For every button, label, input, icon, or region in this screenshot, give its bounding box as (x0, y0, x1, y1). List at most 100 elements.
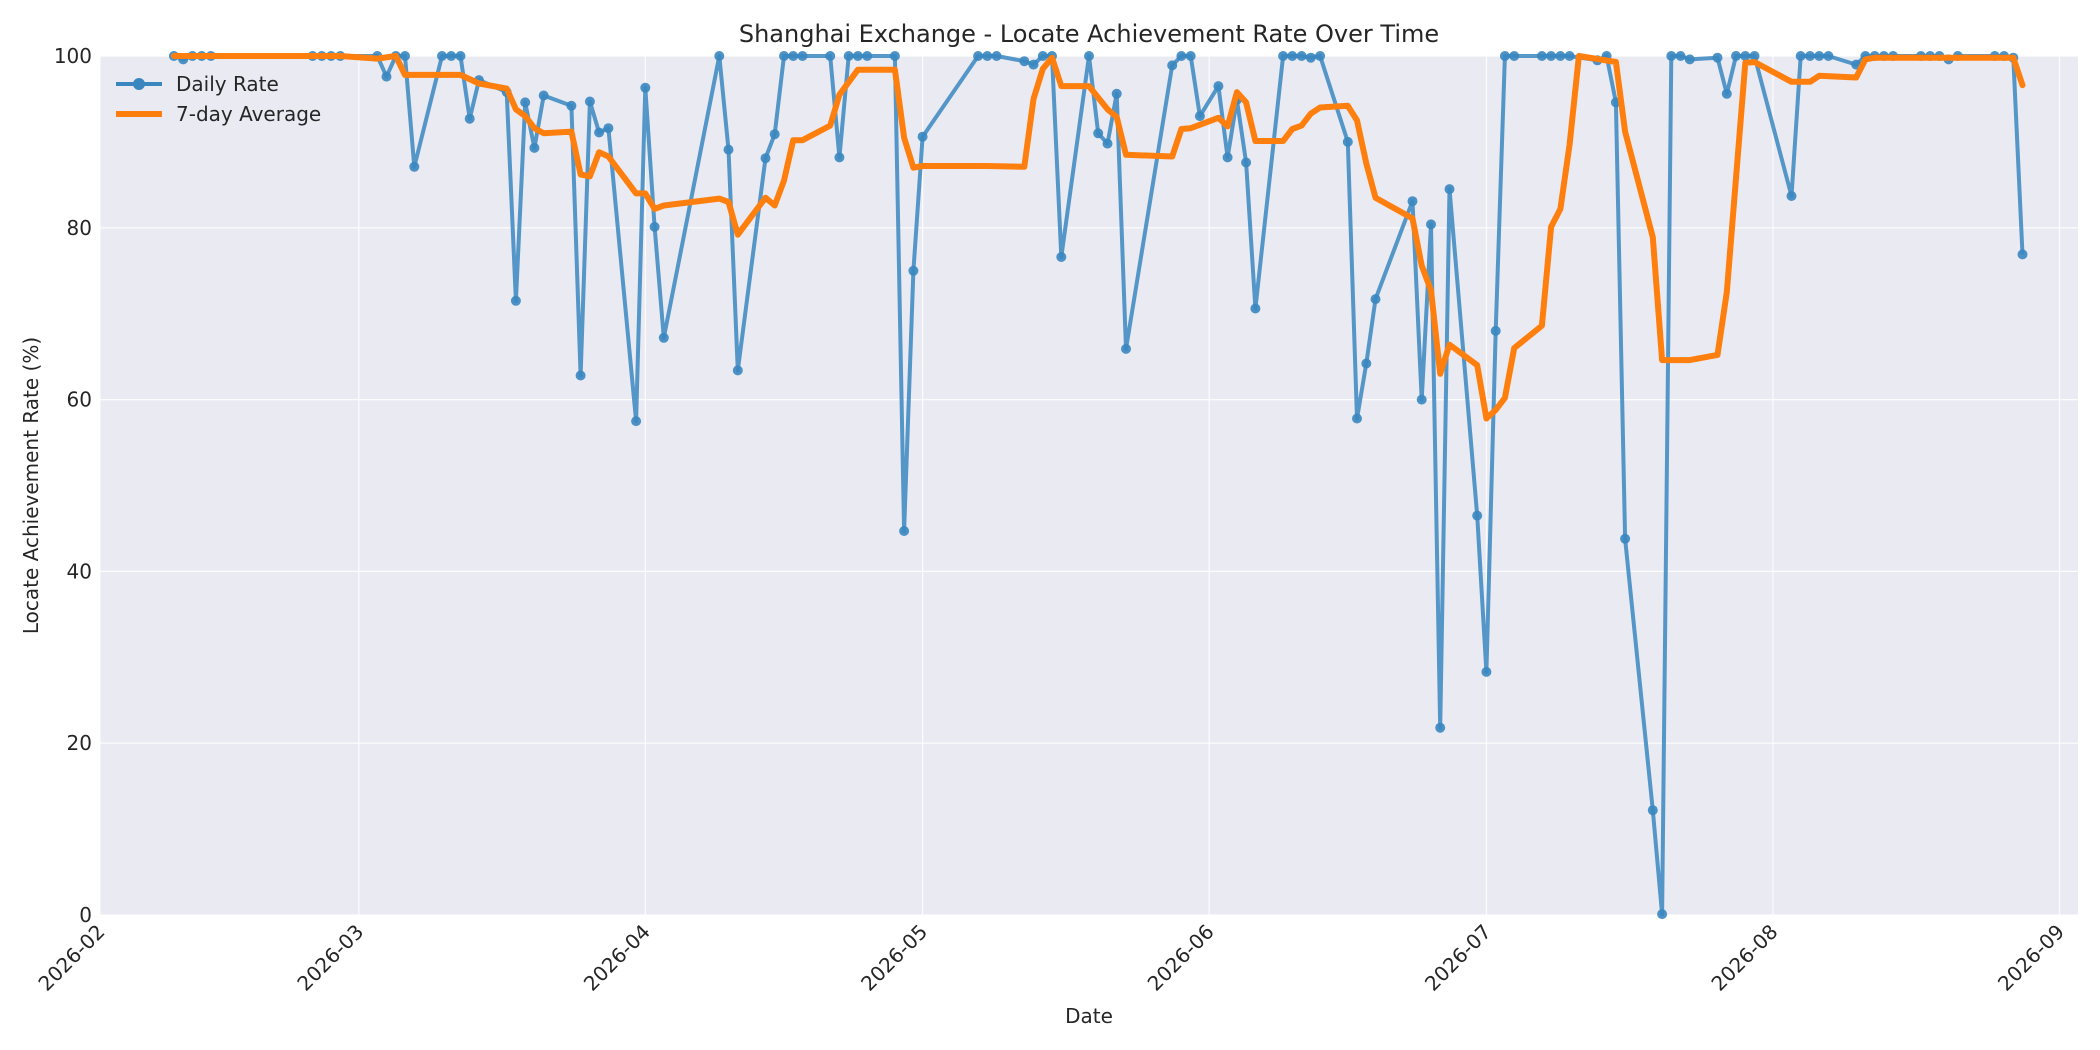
legend-label: 7-day Average (176, 102, 321, 126)
legend-marker (133, 78, 145, 90)
series-layer (168, 51, 2028, 920)
daily-rate-point (1194, 111, 1205, 122)
daily-rate-point (1426, 219, 1436, 230)
daily-rate-point (769, 129, 780, 140)
daily-rate-point (1786, 191, 1797, 201)
daily-rate-point (1620, 533, 1631, 544)
daily-rate-point (1657, 909, 1668, 920)
daily-rate-point (1795, 51, 1806, 61)
daily-rate-point (1111, 88, 1122, 99)
y-axis-ticks: 0 20 40 60 80 100 (54, 44, 92, 927)
daily-rate-point (649, 221, 660, 232)
daily-rate-point (1370, 294, 1381, 305)
daily-rate-point (825, 51, 836, 61)
daily-rate-point (797, 51, 808, 61)
daily-rate-point (760, 153, 771, 164)
daily-rate-point (732, 365, 743, 376)
series-seven-day-average (170, 53, 2026, 422)
daily-rate-point (1647, 805, 1658, 816)
daily-rate-point (917, 131, 928, 142)
daily-rate-point (1546, 51, 1557, 61)
daily-rate-point (1056, 252, 1067, 262)
daily-rate-point (908, 265, 919, 276)
daily-rate-point (1315, 51, 1326, 61)
daily-rate-point (1416, 394, 1427, 405)
daily-rate-point (1213, 81, 1224, 92)
daily-rate-point (1352, 413, 1362, 424)
daily-rate-point (1222, 152, 1233, 163)
legend-item: Daily Rate (116, 72, 279, 96)
daily-rate-point (1028, 59, 1039, 70)
daily-rate-point (1499, 51, 1510, 61)
daily-rate-point (1287, 51, 1298, 61)
daily-rate-point (381, 71, 392, 82)
daily-rate-point (973, 51, 984, 61)
daily-rate-point (1805, 51, 1815, 61)
daily-rate-point (631, 416, 642, 427)
daily-rate-line (173, 54, 2025, 917)
daily-rate-point (1361, 358, 1372, 369)
daily-rate-point (1712, 52, 1723, 63)
daily-rate-point (779, 51, 789, 61)
y-tick-label: 100 (54, 44, 92, 68)
chart-title: Shanghai Exchange - Locate Achievement R… (739, 20, 1439, 48)
daily-rate-point (1176, 51, 1187, 61)
daily-rate-point (1019, 56, 1030, 67)
daily-rate-point (1536, 51, 1547, 61)
daily-rate-point (1305, 52, 1316, 63)
daily-rate-point (409, 161, 420, 172)
daily-rate-point (1084, 51, 1094, 61)
daily-rate-point (1675, 51, 1686, 61)
daily-rate-point (852, 51, 863, 61)
daily-rate-point (1102, 138, 1113, 149)
daily-rate-point (584, 96, 595, 107)
daily-rate-point (640, 82, 651, 93)
daily-rate-point (714, 51, 725, 61)
plot-area (100, 56, 2078, 915)
daily-rate-point (1167, 60, 1178, 71)
daily-rate-point (1509, 51, 1520, 61)
daily-rate-point (575, 370, 586, 381)
daily-rate-point (2017, 249, 2028, 260)
y-tick-label: 20 (67, 731, 92, 755)
legend-label: Daily Rate (176, 72, 279, 96)
daily-rate-point (658, 332, 669, 343)
daily-rate-point (446, 51, 457, 61)
daily-rate-point (991, 51, 1002, 61)
daily-rate-point (510, 295, 521, 306)
daily-rate-point (1823, 51, 1834, 61)
daily-rate-point (834, 152, 845, 163)
daily-rate-point (1555, 51, 1566, 61)
daily-rate-point (566, 100, 577, 111)
daily-rate-point (1296, 51, 1307, 61)
daily-rate-point (1278, 51, 1289, 61)
daily-rate-point (464, 113, 475, 124)
daily-rate-point (455, 51, 466, 61)
daily-rate-point (1721, 88, 1732, 99)
daily-rate-point (529, 142, 540, 153)
y-tick-label: 80 (67, 216, 92, 240)
x-axis-label: Date (1065, 1004, 1113, 1028)
daily-rate-point (1749, 51, 1760, 61)
daily-rate-point (1037, 51, 1048, 61)
daily-rate-point (1342, 136, 1353, 147)
daily-rate-point (1564, 51, 1575, 61)
daily-rate-point (1490, 325, 1501, 336)
daily-rate-point (1435, 722, 1446, 733)
daily-rate-point (899, 526, 910, 536)
daily-rate-point (520, 97, 531, 108)
daily-rate-point (723, 144, 734, 155)
daily-rate-point (788, 51, 799, 61)
seven-day-average-line (170, 53, 2026, 422)
daily-rate-point (1814, 51, 1825, 61)
daily-rate-point (437, 51, 447, 61)
daily-rate-point (1444, 184, 1455, 195)
y-tick-label: 0 (79, 903, 92, 927)
daily-rate-point (538, 90, 549, 101)
y-axis-label: Locate Achievement Rate (%) (19, 337, 43, 634)
daily-rate-point (862, 51, 873, 61)
y-tick-label: 60 (67, 388, 92, 412)
legend: Daily Rate 7-day Average (116, 72, 321, 126)
